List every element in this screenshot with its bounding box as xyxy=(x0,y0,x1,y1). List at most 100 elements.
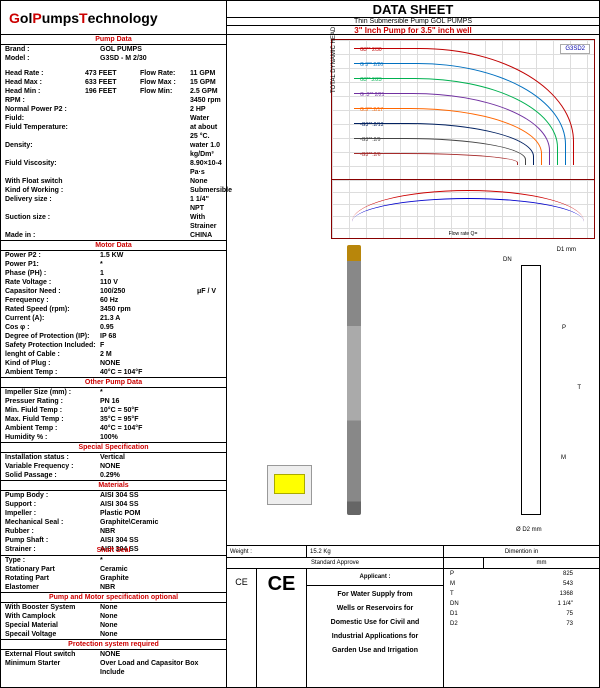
spec-row: Capasitor Need :100/250μF / V xyxy=(1,287,226,296)
subtitle: Thin Submersible Pump GOL PUMPS xyxy=(227,18,599,26)
spec-row: Delivery size :1 1/4" NPT xyxy=(1,195,226,213)
dim-row: DN1 1/4" xyxy=(444,599,599,609)
spec-row: Max. Fiuld Temp :35°C = 95°F xyxy=(1,415,226,424)
dim-row: P825 xyxy=(444,569,599,579)
chart-x-label: Flow rate Q= xyxy=(332,231,594,237)
applicant-text: Applicant : For Water Supply fromWells o… xyxy=(307,569,443,688)
spec-row: Support :AISI 304 SS xyxy=(1,500,226,509)
spec-row: Kind of Plug :NONE xyxy=(1,359,226,368)
dim-row: M543 xyxy=(444,579,599,589)
spec-row: Head Max :633 FEETFlow Max :15 GPM xyxy=(1,78,226,87)
spec-row: Head Min :196 FEETFlow Min:2.5 GPM xyxy=(1,87,226,96)
spec-row: Safety Protection Included:F xyxy=(1,341,226,350)
weight-value: 15.2 Kg xyxy=(307,546,443,557)
curve-label: -G3**.2/6 xyxy=(360,152,381,158)
spec-row: Pump Body :AISI 304 SS xyxy=(1,491,226,500)
performance-chart: TOTAL DYNAMIC HEAD G3SD2 G3** 2/30G 3** … xyxy=(331,39,595,239)
spec-row: Min. Fiuld Temp :10°C = 50°F xyxy=(1,406,226,415)
section-motor-data: Motor Data xyxy=(1,240,226,251)
ce-mark: CE xyxy=(257,569,307,688)
section-other-pump: Other Pump Data xyxy=(1,377,226,388)
spec-row: Fiuld:Water xyxy=(1,114,226,123)
curve-label: G 3** 2/26 xyxy=(360,62,383,68)
logo-t: T xyxy=(79,10,88,26)
spec-row: Type :* xyxy=(1,556,226,565)
pump-illustration xyxy=(347,245,361,515)
spec-row: Rated Speed (rpm):3450 rpm xyxy=(1,305,226,314)
dim-row: T1368 xyxy=(444,589,599,599)
spec-row: Installation status :Vertical xyxy=(1,453,226,462)
spec-row: Impeller :Plastic POM xyxy=(1,509,226,518)
spec-row: Ambient Temp :40°C = 104°F xyxy=(1,424,226,433)
spec-row: Rotating PartGraphite xyxy=(1,574,226,583)
spec-row: Pressuer Rating :PN 16 xyxy=(1,397,226,406)
spec-row: Solid Passage :0.29% xyxy=(1,471,226,480)
spec-row: Mechanical Seal :Graphite\Ceramic xyxy=(1,518,226,527)
spec-row: Stationary PartCeramic xyxy=(1,565,226,574)
spec-row: Special MaterialNone xyxy=(1,621,226,630)
spec-row: Ambient Temp :40°C = 104°F xyxy=(1,368,226,377)
spec-row: Fiuld Viscosity:8.90×10-4 Pa·s xyxy=(1,159,226,177)
curve-label: G3**.2/23 xyxy=(360,77,382,83)
spec-row: Current (A):21.3 A xyxy=(1,314,226,323)
spec-row: Kind of Working :Submersible xyxy=(1,186,226,195)
pump-size-title: 3" Inch Pump for 3.5" inch well xyxy=(227,26,599,35)
spec-row: RPM :3450 rpm xyxy=(1,96,226,105)
spec-row: Humidity % :100% xyxy=(1,433,226,442)
spec-row: Variable Frequency :NONE xyxy=(1,462,226,471)
spec-row: Minimum StarterOver Load and Capasitor B… xyxy=(1,659,226,677)
spec-row: ElastomerNBR xyxy=(1,583,226,592)
footer-area: Shaft Seal Type :*Stationary PartCeramic… xyxy=(1,545,599,688)
header: Gol Pumps Technology DATA SHEET Thin Sub… xyxy=(1,1,599,35)
company-logo: Gol Pumps Technology xyxy=(1,1,227,34)
spec-row: Ferequency :60 Hz xyxy=(1,296,226,305)
page-title: DATA SHEET xyxy=(227,1,599,18)
spec-row: Impeller Size (mm) :* xyxy=(1,388,226,397)
spec-row: Phase (PH) :1 xyxy=(1,269,226,278)
curve-label: -G3**.2/13 xyxy=(360,122,383,128)
dim-row: D273 xyxy=(444,619,599,629)
spec-row: With Booster SystemNone xyxy=(1,603,226,612)
applicant-line: Domestic Use for Civil and xyxy=(313,616,437,630)
spec-row: Head Rate :473 FEETFlow Rate:11 GPM xyxy=(1,69,226,78)
spec-row: Fiuld Temperature:at about 25 °C. xyxy=(1,123,226,141)
curve-label: G.3**.2/17 xyxy=(360,107,383,113)
curve-label: G .3** 2/21 xyxy=(360,92,384,98)
spec-row: Power P1:* xyxy=(1,260,226,269)
spec-row: Suction size :With Strainer xyxy=(1,213,226,231)
spec-row: Rubber :NBR xyxy=(1,527,226,536)
applicant-line: For Water Supply from xyxy=(313,588,437,602)
ce-small: CE xyxy=(227,569,257,688)
spec-column: Pump Data Brand :GOL PUMPSModel :G3SD - … xyxy=(1,35,227,545)
spec-row: Degree of Protection (IP):IP 68 xyxy=(1,332,226,341)
control-box-illustration xyxy=(267,465,312,505)
datasheet: Gol Pumps Technology DATA SHEET Thin Sub… xyxy=(0,0,600,688)
section-special: Special Specification xyxy=(1,442,226,453)
spec-row: Power P2 :1.5 KW xyxy=(1,251,226,260)
spec-row: Model :G3SD - M 2/30 xyxy=(1,54,226,63)
chart-legend: G3SD2 xyxy=(560,44,590,54)
section-pump-motor-opt: Pump and Motor specification optional xyxy=(1,592,226,603)
spec-row: Brand :GOL PUMPS xyxy=(1,45,226,54)
spec-row: External Flout switchNONE xyxy=(1,650,226,659)
dimension-diagram: D1 mm DN P T M Ø D2 mm xyxy=(491,245,591,535)
section-shaft-seal: Shaft Seal xyxy=(1,546,226,556)
spec-row: With CamplockNone xyxy=(1,612,226,621)
graphics-column: TOTAL DYNAMIC HEAD G3SD2 G3** 2/30G 3** … xyxy=(227,35,599,545)
logo-p: P xyxy=(32,10,41,26)
spec-row: Density:water 1.0 kg/Dm³ xyxy=(1,141,226,159)
spec-row: lenght of Cable :2 M xyxy=(1,350,226,359)
logo-g: G xyxy=(9,10,20,26)
product-image-area xyxy=(237,245,472,535)
spec-row: Specail VoltageNone xyxy=(1,630,226,639)
section-pump-data: Pump Data xyxy=(1,35,226,45)
spec-row: Cos φ :0.95 xyxy=(1,323,226,332)
spec-row: With Float switchNone xyxy=(1,177,226,186)
dim-row: D175 xyxy=(444,609,599,619)
std-approve-label: Standard Approve xyxy=(227,558,443,568)
dimension-table: Dimention in mm P825M543T1368DN1 1/4"D17… xyxy=(444,546,599,688)
curve-label: G3** 2/30 xyxy=(360,47,382,53)
spec-row: Made in :CHINA xyxy=(1,231,226,240)
applicant-line: Wells or Reservoirs for xyxy=(313,602,437,616)
spec-row: Rate Voltage :110 V xyxy=(1,278,226,287)
